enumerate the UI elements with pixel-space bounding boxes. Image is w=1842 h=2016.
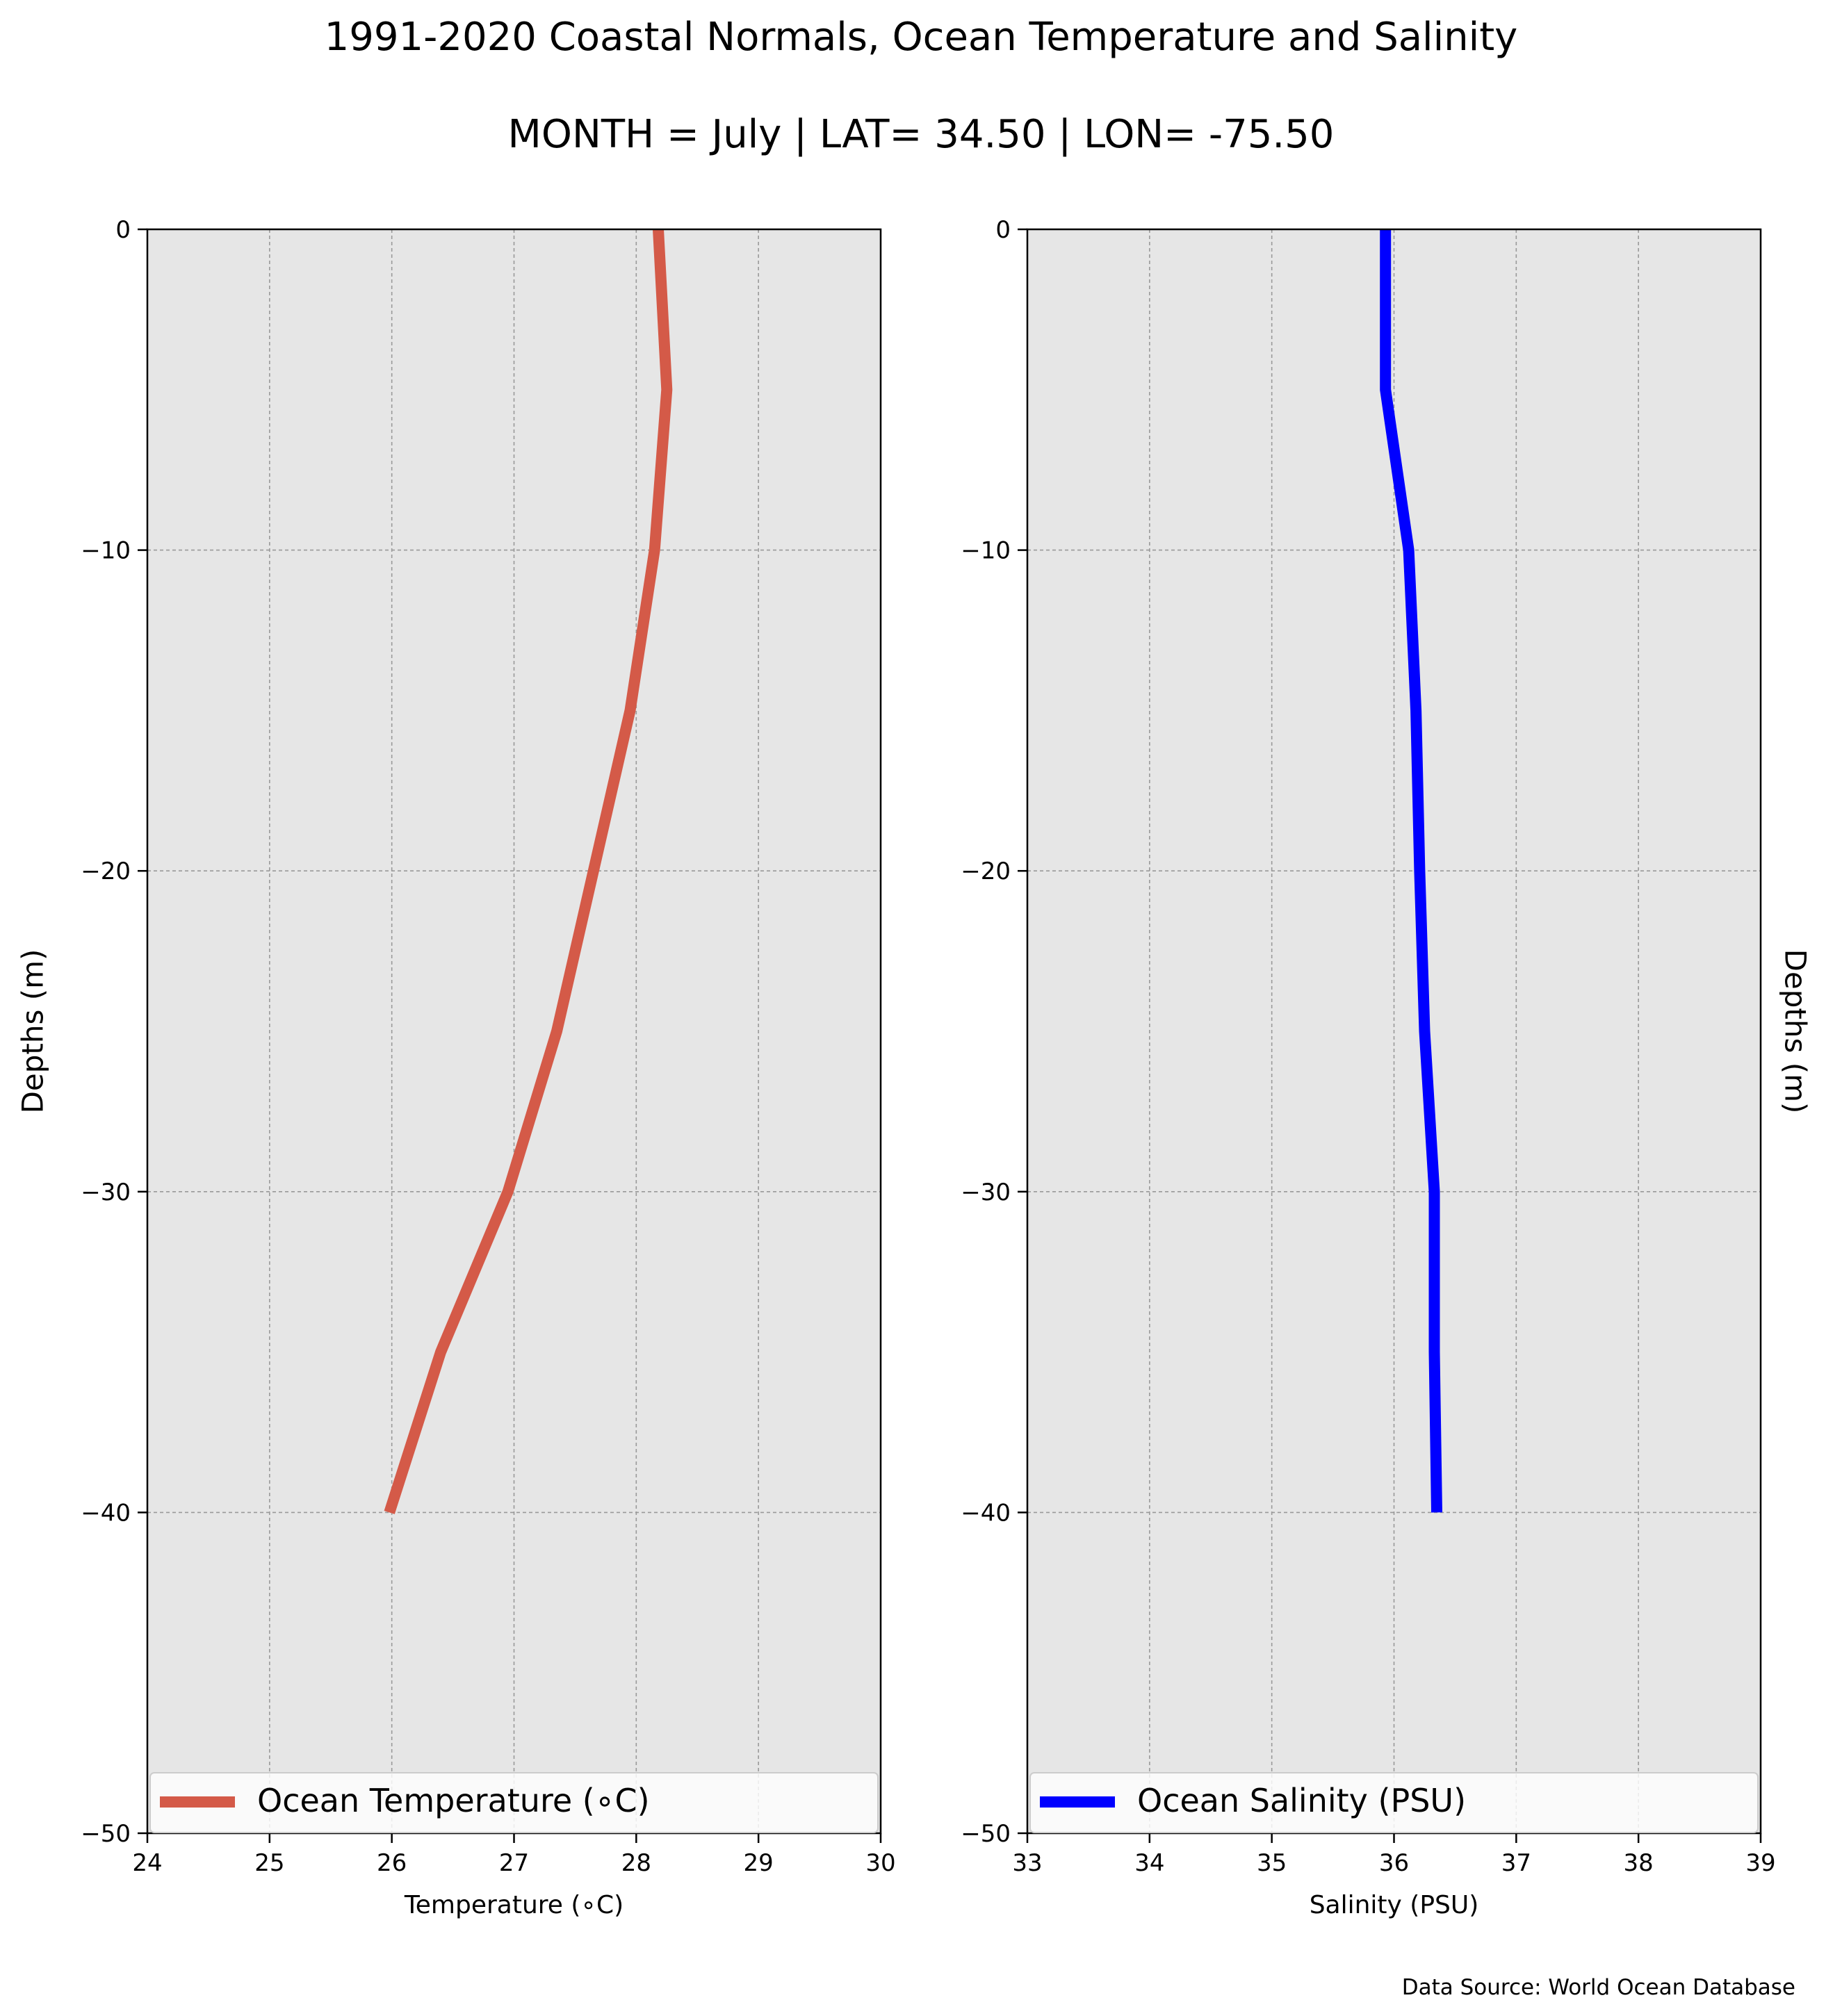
chart-title: 1991-2020 Coastal Normals, Ocean Tempera…	[325, 15, 1518, 60]
y-axis-label: Depths (m)	[1779, 949, 1813, 1114]
x-axis-label: Temperature (∘C)	[404, 1891, 623, 1919]
y-tick-label: −50	[961, 1820, 1011, 1848]
x-tick-label: 27	[499, 1849, 529, 1877]
x-tick-label: 29	[744, 1849, 774, 1877]
x-tick-label: 24	[132, 1849, 162, 1877]
x-tick-label: 37	[1501, 1849, 1531, 1877]
series-line-temperature	[384, 229, 673, 1514]
y-tick-label: 0	[115, 216, 131, 244]
legend-label: Ocean Salinity (PSU)	[1137, 1782, 1466, 1819]
panel-temperature: 24 25 26 27 28 29 30 0 −10 −20 −30 −40 −50 Temperatur…	[16, 216, 896, 1919]
y-tick-label: −50	[81, 1820, 131, 1848]
y-tick-label: −10	[81, 537, 131, 565]
legend: Ocean Salinity (PSU)	[1029, 1772, 1759, 1833]
legend-label: Ocean Temperature (∘C)	[257, 1782, 650, 1819]
x-tick-label: 35	[1257, 1849, 1287, 1877]
y-axis-label: Depths (m)	[16, 949, 50, 1114]
y-tick-label: −30	[961, 1179, 1011, 1206]
y-tick-label: −10	[961, 537, 1011, 565]
x-axis-label: Salinity (PSU)	[1310, 1891, 1479, 1919]
x-tick-label: 28	[621, 1849, 651, 1877]
x-tick-label: 25	[254, 1849, 284, 1877]
x-tick-label: 39	[1745, 1849, 1775, 1877]
source-note: Data Source: World Ocean Database	[1402, 1975, 1795, 2000]
x-tick-label: 26	[377, 1849, 407, 1877]
y-tick-label: −20	[961, 858, 1011, 885]
series-line-salinity	[1380, 229, 1442, 1513]
y-tick-label: −40	[961, 1499, 1011, 1527]
panels: 24 25 26 27 28 29 30 0 −10 −20 −30 −40 −50 Temperatur…	[16, 216, 1813, 1919]
y-tick-label: −20	[81, 858, 131, 885]
x-tick-label: 36	[1379, 1849, 1409, 1877]
y-tick-label: −30	[81, 1179, 131, 1206]
legend: Ocean Temperature (∘C)	[149, 1772, 879, 1833]
y-tick-label: 0	[995, 216, 1011, 244]
legend-box	[1029, 1772, 1759, 1833]
x-tick-label: 30	[865, 1849, 895, 1877]
panel-salinity: 33 34 35 36 37 38 39 0 −10 −20 −30 −40 −50 Salinity (…	[961, 216, 1812, 1919]
x-tick-label: 34	[1134, 1849, 1164, 1877]
chart-subtitle: MONTH = July | LAT= 34.50 | LON= -75.50	[508, 112, 1335, 157]
x-tick-label: 38	[1624, 1849, 1654, 1877]
legend-box	[149, 1772, 879, 1833]
y-tick-label: −40	[81, 1499, 131, 1527]
x-tick-label: 33	[1012, 1849, 1042, 1877]
